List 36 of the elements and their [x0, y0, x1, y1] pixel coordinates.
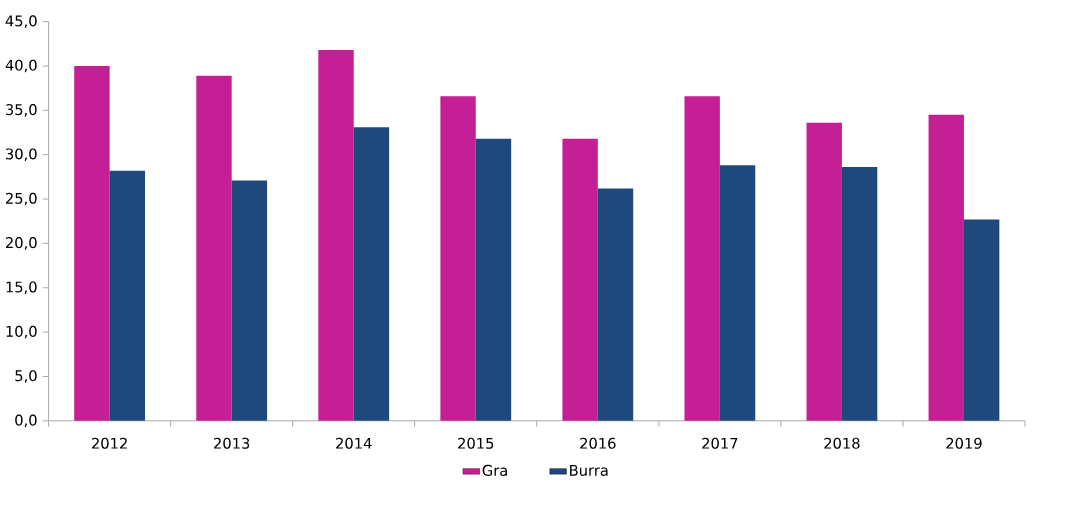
bar: [231, 180, 268, 421]
bar: [597, 188, 634, 421]
x-tick-label: 2019: [946, 437, 982, 449]
bar: [719, 165, 756, 421]
bar: [475, 138, 512, 421]
y-tick-label: 35,0: [6, 103, 37, 117]
bar: [74, 65, 110, 421]
y-tick-label: 20,0: [5, 236, 37, 250]
y-tick-label: 25,0: [5, 192, 37, 206]
bar: [928, 114, 964, 421]
y-tick-label: 0,0: [15, 414, 37, 428]
y-tick-label: 5,0: [15, 370, 37, 383]
legend-label: Gra: [482, 464, 507, 476]
y-tick-label: 10,0: [6, 325, 37, 339]
x-tick-label: 2015: [458, 437, 494, 449]
bar: [318, 49, 354, 421]
x-tick-label: 2018: [824, 437, 860, 449]
x-tick-label: 2016: [580, 437, 616, 449]
bar: [806, 122, 842, 421]
bar: [109, 170, 146, 421]
y-tick-label: 30,0: [6, 148, 37, 161]
bar: [353, 127, 390, 421]
x-tick-label: 2014: [336, 437, 372, 449]
x-tick-label: 2013: [214, 437, 250, 449]
y-tick-label: 45,0: [5, 15, 37, 28]
bar: [562, 138, 598, 421]
bar: [196, 75, 232, 421]
y-tick-label: 40,0: [5, 59, 37, 73]
x-tick-label: 2012: [92, 437, 127, 449]
bar: [684, 96, 720, 421]
legend-label: Burra: [570, 464, 608, 476]
y-tick-label: 15,0: [6, 281, 37, 294]
bar: [841, 167, 878, 421]
bar: [963, 219, 1000, 421]
x-tick-label: 2017: [702, 437, 738, 449]
bar: [440, 96, 476, 421]
